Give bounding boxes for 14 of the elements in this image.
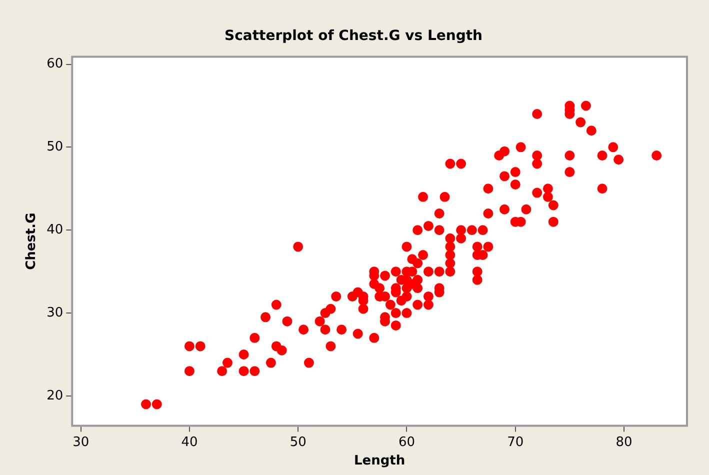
y-tick-label: 30 (46, 305, 64, 320)
y-tick-label: 20 (46, 388, 64, 404)
x-tick-label: 50 (290, 434, 306, 450)
x-tick-label: 80 (616, 434, 632, 450)
y-axis-title: Chest.G (24, 212, 40, 270)
x-tick-label: 60 (398, 434, 415, 450)
x-tick-label: 40 (181, 434, 198, 450)
chart-title: Scatterplot of Chest.G vs Length (224, 28, 483, 44)
x-tick-label: 70 (507, 434, 524, 450)
y-tick-label: 60 (46, 56, 64, 72)
y-tick-label: 50 (46, 140, 64, 155)
x-axis-title: Length (354, 454, 406, 469)
x-tick-label: 30 (72, 434, 90, 450)
y-tick-label: 40 (46, 222, 64, 238)
